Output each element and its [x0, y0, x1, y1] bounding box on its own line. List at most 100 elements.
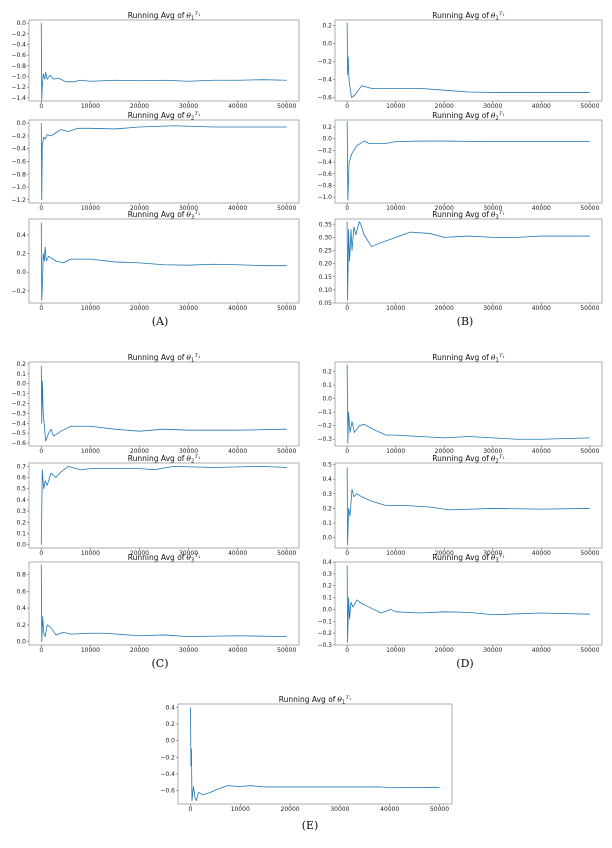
y-tick-label: −0.4	[11, 42, 26, 49]
series-line-E1	[190, 707, 440, 802]
y-tick-label: −0.2	[11, 133, 26, 140]
series-line-B3	[346, 221, 590, 301]
x-tick-label: 10000	[386, 205, 405, 212]
y-tick-label: −0.1	[317, 409, 332, 416]
subfigure-label-C: (C)	[152, 657, 169, 670]
title-variable: θ	[186, 210, 191, 219]
y-tick-label: 0.6	[16, 588, 26, 595]
x-tick-label: 30000	[179, 305, 198, 312]
title-prefix: Running Avg of	[128, 111, 185, 120]
title-superscript-subscript: 1	[198, 212, 200, 216]
x-tick-label: 10000	[386, 103, 405, 110]
y-tick-label: −0.3	[11, 410, 26, 417]
title-subscript: 3	[495, 215, 498, 221]
y-tick-label: −1.2	[11, 197, 26, 204]
subplot-title: Running Avg of θ1T1	[128, 353, 200, 364]
y-tick-label: 0.1	[322, 595, 332, 602]
x-tick-label: 10000	[81, 205, 100, 212]
y-tick-label: −1.0	[11, 73, 26, 80]
x-tick-label: 40000	[532, 205, 551, 212]
subplot-title: Running Avg of θ1T1	[432, 353, 504, 364]
subplot-title: Running Avg of θ2T1	[128, 454, 200, 465]
axes-frame	[28, 361, 300, 447]
axes-frame	[334, 19, 603, 102]
y-tick-label: −0.4	[11, 420, 26, 427]
title-variable: θ	[186, 454, 191, 463]
x-tick-label: 10000	[81, 647, 100, 654]
x-tick-label: 50000	[580, 205, 599, 212]
y-tick-label: 0.4	[16, 232, 26, 239]
axes-frame	[28, 462, 300, 549]
x-tick-label: 30000	[179, 550, 198, 557]
x-tick-label: 0	[345, 550, 349, 557]
y-tick-label: −0.4	[160, 771, 175, 778]
x-tick-label: 20000	[435, 103, 454, 110]
subplot-title: Running Avg of θ2T1	[128, 111, 200, 122]
axes-frame	[177, 703, 453, 805]
y-tick-label: 0.0	[165, 738, 175, 745]
x-tick-label: 20000	[435, 205, 454, 212]
y-tick-label: −0.8	[317, 182, 332, 189]
title-variable: θ	[337, 695, 342, 704]
y-tick-label: −0.6	[11, 159, 26, 166]
y-tick-label: −0.3	[317, 436, 332, 443]
y-tick-label: 0.1	[16, 530, 26, 537]
subplot-title: Running Avg of θ3T1	[128, 210, 200, 221]
title-prefix: Running Avg of	[432, 553, 489, 562]
axes-frame	[28, 561, 300, 646]
title-variable: θ	[186, 11, 191, 20]
y-tick-label: 0.0	[322, 606, 332, 613]
title-subscript: 2	[191, 116, 194, 122]
title-superscript: T	[499, 454, 503, 460]
title-superscript-subscript: 1	[502, 555, 504, 559]
title-superscript: T	[195, 353, 199, 359]
x-tick-label: 50000	[277, 305, 296, 312]
y-tick-label: 0.0	[16, 120, 26, 127]
title-superscript: T	[195, 210, 199, 216]
x-tick-label: 50000	[277, 205, 296, 212]
x-tick-label: 50000	[277, 448, 296, 455]
y-tick-label: −0.6	[11, 52, 26, 59]
title-superscript: T	[195, 553, 199, 559]
y-tick-label: 0.3	[322, 571, 332, 578]
subplot-title: Running Avg of θ2T1	[432, 454, 504, 465]
title-superscript-subscript: 1	[502, 212, 504, 216]
y-tick-label: 0.2	[322, 583, 332, 590]
series-line-C1	[40, 365, 287, 442]
title-prefix: Running Avg of	[432, 454, 489, 463]
y-tick-label: −0.2	[317, 630, 332, 637]
y-tick-label: 0.15	[319, 274, 333, 281]
x-tick-label: 10000	[81, 448, 100, 455]
x-tick-label: 0	[39, 205, 43, 212]
subplot-A3: Running Avg of θ3T1 0 10000 20000 30000 40000 5…	[11, 210, 300, 312]
x-tick-label: 30000	[483, 305, 502, 312]
title-subscript: 2	[191, 459, 194, 465]
x-tick-label: 30000	[483, 448, 502, 455]
series-line-A3	[40, 222, 287, 301]
x-tick-label: 20000	[130, 305, 149, 312]
y-tick-label: 0.5	[16, 486, 26, 493]
subfigure-label-A: (A)	[152, 315, 169, 328]
x-tick-label: 40000	[228, 205, 247, 212]
y-tick-label: 0.4	[322, 476, 332, 483]
title-superscript-subscript: 1	[198, 113, 200, 117]
x-tick-label: 0	[345, 305, 349, 312]
y-tick-label: 0.4	[16, 605, 26, 612]
y-tick-label: 0.3	[16, 508, 26, 515]
y-tick-label: 0.10	[319, 287, 333, 294]
y-tick-label: 0.30	[319, 234, 333, 241]
y-tick-label: 0.35	[319, 221, 333, 228]
x-tick-label: 30000	[483, 205, 502, 212]
subplot-title: Running Avg of θ3T1	[432, 553, 504, 564]
y-tick-label: 0.4	[165, 704, 175, 711]
y-tick-label: −0.6	[11, 440, 26, 447]
y-tick-label: −0.8	[11, 63, 26, 70]
subfigure-label-B: (B)	[457, 315, 474, 328]
title-superscript-subscript: 1	[198, 13, 200, 17]
y-tick-label: −0.1	[317, 618, 332, 625]
x-tick-label: 50000	[580, 103, 599, 110]
y-tick-label: 0.6	[16, 475, 26, 482]
x-tick-label: 10000	[231, 806, 250, 813]
